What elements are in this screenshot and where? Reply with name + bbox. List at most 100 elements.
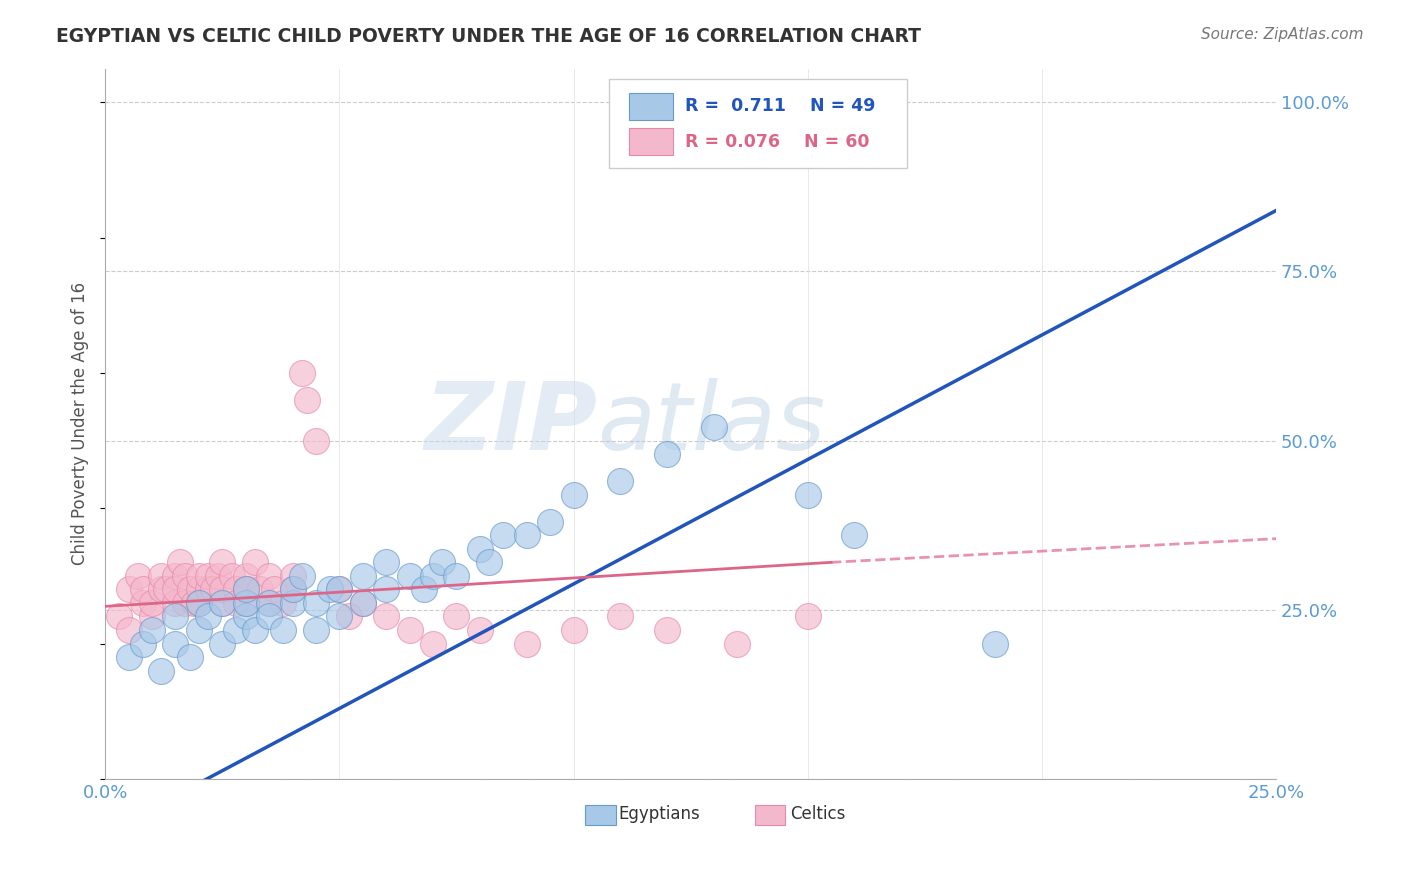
Point bbox=[141, 623, 163, 637]
Point bbox=[271, 596, 294, 610]
Point bbox=[328, 582, 350, 597]
Point bbox=[207, 569, 229, 583]
Point bbox=[446, 609, 468, 624]
Point bbox=[211, 555, 233, 569]
Point bbox=[249, 582, 271, 597]
Point bbox=[291, 569, 314, 583]
Point bbox=[446, 569, 468, 583]
Point bbox=[197, 582, 219, 597]
Point bbox=[796, 609, 818, 624]
Point bbox=[538, 515, 561, 529]
Bar bbox=[755, 805, 786, 825]
Point bbox=[155, 582, 177, 597]
Point bbox=[108, 609, 131, 624]
Point bbox=[165, 569, 187, 583]
Point bbox=[657, 447, 679, 461]
Point bbox=[291, 366, 314, 380]
Point bbox=[197, 569, 219, 583]
Point bbox=[468, 623, 491, 637]
Point bbox=[235, 596, 257, 610]
Point bbox=[150, 569, 173, 583]
Point bbox=[201, 582, 224, 597]
Point bbox=[703, 420, 725, 434]
Point bbox=[516, 636, 538, 650]
Point bbox=[183, 596, 205, 610]
Point bbox=[375, 555, 398, 569]
Point bbox=[187, 596, 209, 610]
Point bbox=[305, 434, 328, 448]
Point bbox=[257, 596, 280, 610]
Point bbox=[492, 528, 515, 542]
Point bbox=[328, 609, 350, 624]
Point bbox=[281, 582, 304, 597]
Point bbox=[337, 609, 360, 624]
Point bbox=[478, 555, 501, 569]
Point bbox=[657, 623, 679, 637]
Point bbox=[295, 392, 318, 407]
Point bbox=[375, 582, 398, 597]
Point bbox=[305, 623, 328, 637]
Point bbox=[141, 609, 163, 624]
Point bbox=[150, 582, 173, 597]
Text: EGYPTIAN VS CELTIC CHILD POVERTY UNDER THE AGE OF 16 CORRELATION CHART: EGYPTIAN VS CELTIC CHILD POVERTY UNDER T… bbox=[56, 27, 921, 45]
Point bbox=[562, 623, 585, 637]
Text: Celtics: Celtics bbox=[790, 805, 845, 823]
Text: R =  0.711    N = 49: R = 0.711 N = 49 bbox=[685, 97, 875, 115]
Point bbox=[117, 623, 139, 637]
Point bbox=[225, 623, 247, 637]
Point bbox=[211, 596, 233, 610]
Bar bbox=[585, 805, 616, 825]
Point bbox=[422, 569, 444, 583]
Point bbox=[319, 582, 342, 597]
Point bbox=[263, 582, 285, 597]
Point bbox=[187, 623, 209, 637]
Point bbox=[235, 569, 257, 583]
Point bbox=[117, 650, 139, 665]
Point bbox=[609, 474, 631, 488]
Point bbox=[352, 596, 374, 610]
Point bbox=[221, 569, 243, 583]
Point bbox=[165, 636, 187, 650]
Point bbox=[165, 609, 187, 624]
Bar bbox=[628, 128, 673, 155]
Text: Source: ZipAtlas.com: Source: ZipAtlas.com bbox=[1201, 27, 1364, 42]
Point bbox=[150, 664, 173, 678]
Point bbox=[165, 582, 187, 597]
Point bbox=[516, 528, 538, 542]
Point bbox=[165, 596, 187, 610]
Point bbox=[169, 555, 191, 569]
Point bbox=[179, 650, 201, 665]
Point bbox=[328, 582, 350, 597]
Point bbox=[225, 596, 247, 610]
Point bbox=[243, 623, 266, 637]
Point bbox=[141, 596, 163, 610]
Point bbox=[352, 596, 374, 610]
Point bbox=[131, 596, 153, 610]
Point bbox=[984, 636, 1007, 650]
Point bbox=[187, 582, 209, 597]
Point bbox=[211, 596, 233, 610]
Text: Egyptians: Egyptians bbox=[619, 805, 700, 823]
Point bbox=[844, 528, 866, 542]
Point bbox=[257, 609, 280, 624]
Point bbox=[173, 596, 195, 610]
Point bbox=[432, 555, 454, 569]
Point bbox=[173, 569, 195, 583]
Point bbox=[468, 541, 491, 556]
Point bbox=[412, 582, 434, 597]
Point bbox=[398, 623, 420, 637]
Point bbox=[187, 596, 209, 610]
Point bbox=[422, 636, 444, 650]
Point bbox=[609, 609, 631, 624]
Bar bbox=[628, 93, 673, 120]
Point bbox=[257, 569, 280, 583]
Point bbox=[211, 582, 233, 597]
Text: atlas: atlas bbox=[598, 378, 825, 469]
Point bbox=[179, 582, 201, 597]
FancyBboxPatch shape bbox=[609, 79, 907, 168]
Point bbox=[281, 582, 304, 597]
Point bbox=[131, 582, 153, 597]
Y-axis label: Child Poverty Under the Age of 16: Child Poverty Under the Age of 16 bbox=[72, 282, 89, 566]
Point bbox=[225, 582, 247, 597]
Point bbox=[725, 636, 748, 650]
